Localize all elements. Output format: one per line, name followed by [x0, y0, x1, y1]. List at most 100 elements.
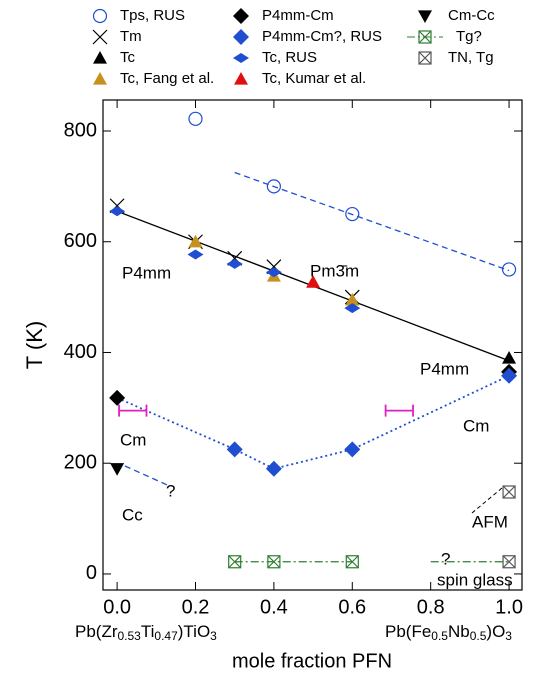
- point: [502, 485, 516, 499]
- point: [501, 367, 518, 384]
- legend-marker: [233, 29, 249, 45]
- point-box: [267, 555, 281, 569]
- y-tick-label: 800: [64, 119, 97, 141]
- annotation: P4mm: [122, 263, 171, 282]
- point-cross: [267, 555, 281, 569]
- subscript: 3: [505, 629, 512, 643]
- point: [344, 303, 361, 314]
- annotation: Cm: [463, 416, 489, 435]
- x-end-label: Pb(Zr0.53Ti0.47)TiO3: [75, 622, 217, 642]
- error-bar: [118, 404, 148, 417]
- legend-label: P4mm-Cm?, RUS: [262, 28, 382, 45]
- subscript: 0.53: [118, 629, 142, 643]
- legend-label: Tc, Kumar et al.: [262, 70, 366, 87]
- error-bar: [384, 404, 414, 417]
- legend-label: Tm: [120, 28, 142, 45]
- legend-marker: [92, 8, 108, 24]
- annotation: ?: [441, 549, 450, 568]
- point-cross: [345, 555, 359, 569]
- point: [109, 389, 126, 406]
- x-tick-label: 1.0: [495, 596, 523, 618]
- legend-marker: [418, 30, 432, 44]
- point: [110, 463, 125, 476]
- point-box: [228, 555, 242, 569]
- point: [502, 555, 516, 569]
- label-part: Pb(Zr: [75, 622, 118, 641]
- legend-label: Tps, RUS: [120, 7, 185, 24]
- x-tick-label: 0.4: [260, 596, 288, 618]
- y-tick-label: 600: [64, 230, 97, 252]
- x-tick-label: 0.6: [338, 596, 366, 618]
- point: [345, 206, 360, 222]
- point: [187, 249, 204, 260]
- x-tick-label: 0.2: [182, 596, 210, 618]
- legend-marker-box: [418, 30, 432, 44]
- legend-marker: [233, 53, 249, 63]
- point-cross: [502, 555, 516, 569]
- legend-marker-cross: [418, 51, 432, 65]
- fit-line: [116, 374, 510, 470]
- x-tick-label: 0.8: [417, 596, 445, 618]
- plot-frame: [102, 99, 523, 591]
- point-box: [502, 555, 516, 569]
- point: [109, 206, 126, 217]
- y-axis-label: T (K): [22, 321, 47, 369]
- y-tick-label: 400: [64, 341, 97, 363]
- point-cross: [228, 555, 242, 569]
- legend-label: Tg?: [456, 28, 482, 45]
- legend-label: Tc, RUS: [262, 49, 317, 66]
- point: [265, 460, 282, 477]
- subscript: 3: [210, 629, 217, 643]
- annotation: Cm: [120, 430, 146, 449]
- legend-label: P4mm-Cm: [262, 7, 334, 24]
- annotation: AFM: [472, 512, 508, 531]
- legend-marker-box: [418, 51, 432, 65]
- legend-marker: [93, 51, 107, 64]
- x-end-label: Pb(Fe0.5Nb0.5)O3: [385, 622, 512, 642]
- legend-label: TN, Tg: [448, 49, 494, 66]
- annotation: Pm3̄m: [310, 261, 359, 280]
- point: [501, 262, 517, 277]
- fit-line: [234, 171, 510, 272]
- subscript: 0.47: [154, 629, 178, 643]
- subscript: 0.5: [431, 629, 448, 643]
- annotation: spin glass: [437, 570, 513, 589]
- y-tick-label: 200: [64, 451, 97, 473]
- annotation: Cc: [122, 505, 143, 524]
- annotation: ?: [166, 481, 175, 500]
- label-part: Pb(Fe: [385, 622, 431, 641]
- legend-marker: [418, 10, 432, 23]
- label-part: Nb: [448, 622, 470, 641]
- point: [228, 555, 242, 569]
- point: [265, 267, 282, 278]
- point: [226, 258, 243, 269]
- point: [502, 351, 517, 364]
- point: [267, 555, 281, 569]
- point: [345, 292, 360, 306]
- y-tick-label: 0: [86, 562, 97, 584]
- afm-pointer: [471, 487, 503, 514]
- point: [226, 441, 243, 458]
- point: [266, 179, 281, 194]
- point: [306, 275, 321, 288]
- legend-marker: [92, 29, 108, 45]
- x-axis-label: mole fraction PFN: [232, 650, 392, 672]
- legend-label: Tc, Fang et al.: [120, 70, 214, 87]
- legend-marker: [93, 72, 107, 85]
- point: [188, 234, 203, 248]
- label-part: )TiO: [178, 622, 210, 641]
- x-tick-label: 0.0: [103, 596, 131, 618]
- point: [344, 441, 361, 458]
- point: [345, 555, 359, 569]
- legend-label: Tc: [120, 49, 136, 66]
- legend-marker: [233, 8, 249, 24]
- point-box: [502, 485, 516, 499]
- legend-label: Cm-Cc: [448, 7, 495, 24]
- annotation: P4mm: [420, 359, 469, 378]
- legend-marker: [418, 51, 432, 65]
- legend-marker: [234, 72, 248, 85]
- point-cross: [502, 485, 516, 499]
- label-part: )O: [486, 622, 505, 641]
- legend-marker-cross: [418, 30, 432, 44]
